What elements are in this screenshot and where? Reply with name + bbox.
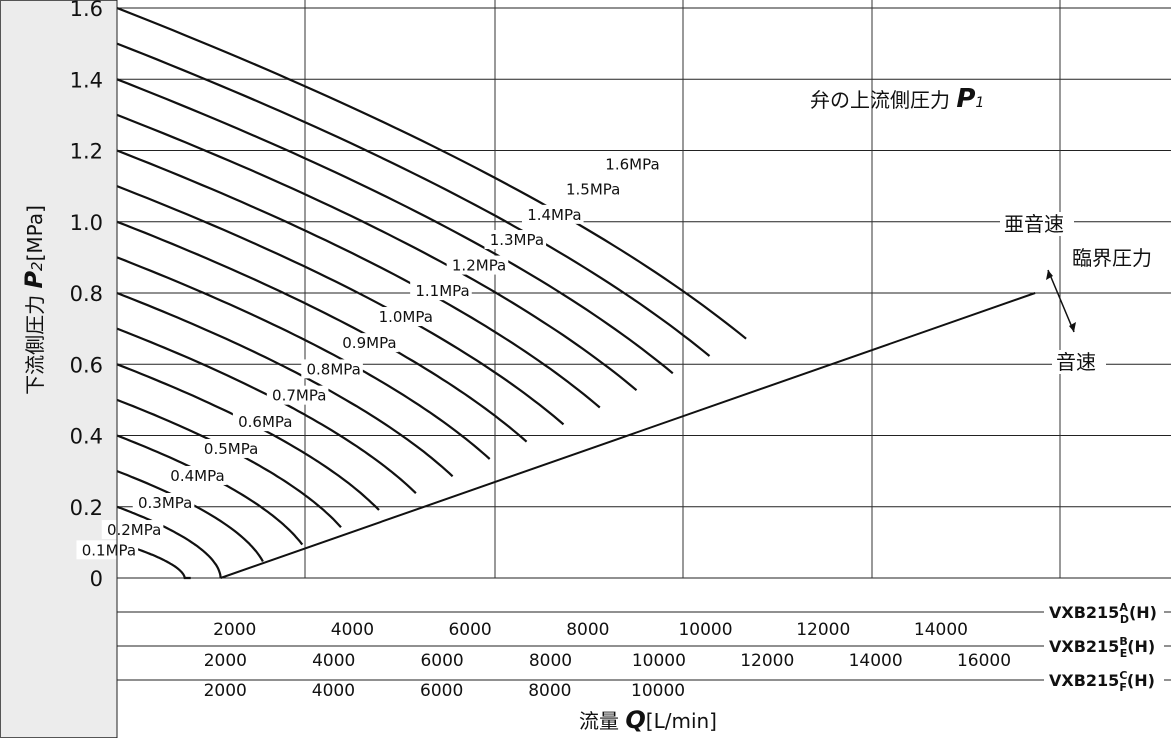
pressure-curve xyxy=(116,42,711,357)
x-tick-label: 4000 xyxy=(312,681,355,701)
region-label-critical: 臨界圧力 xyxy=(1072,246,1152,270)
pressure-curve xyxy=(116,398,342,529)
x-tick-label: 14000 xyxy=(914,620,968,640)
x-tick-label: 8000 xyxy=(528,681,571,701)
x-axis-model-label: VXB215C F(H) xyxy=(1049,669,1155,694)
region-arrow xyxy=(1047,269,1075,333)
pressure-curve xyxy=(116,363,380,511)
series-label-bg xyxy=(446,255,509,275)
y-tick-label: 0 xyxy=(90,567,103,591)
x-axis-title: 流量 Q[L/min] xyxy=(579,706,717,734)
series-label-bg xyxy=(560,179,623,199)
series-label: 0.3MPa xyxy=(138,494,192,512)
x-tick-label: 12000 xyxy=(740,651,794,671)
series-label: 1.0MPa xyxy=(379,308,433,326)
pressure-curve xyxy=(116,291,454,478)
x-tick-label: 2000 xyxy=(213,620,256,640)
y-tick-label: 1.2 xyxy=(70,140,103,164)
y-tick-label: 1.0 xyxy=(70,211,103,235)
region-arrow-head xyxy=(1069,322,1076,332)
legend-title: 弁の上流側圧力 P1 xyxy=(810,84,984,114)
annotations: 0.1MPa 0.2MPa 0.3MPa 0.4MPa 0.5MPa 0.6MPa 0.7M… xyxy=(76,84,1168,560)
pressure-curve xyxy=(116,149,601,409)
x-tick-label: 4000 xyxy=(331,620,374,640)
series-label-bg xyxy=(301,359,363,379)
series-label-bg xyxy=(373,307,435,327)
critical-pressure-line xyxy=(220,292,1036,579)
series-label-bg xyxy=(232,412,295,432)
region-label-bg xyxy=(1068,246,1168,272)
series-label: 0.4MPa xyxy=(170,467,224,485)
x-tick-label: 16000 xyxy=(957,651,1011,671)
series-label: 1.4MPa xyxy=(527,206,581,224)
series-label-bg xyxy=(410,281,472,301)
series-label: 0.1MPa xyxy=(82,541,136,559)
x-tick-label: 4000 xyxy=(312,651,355,671)
region-label-sonic: 音速 xyxy=(1056,350,1096,374)
series-label-bg xyxy=(165,465,227,485)
pressure-curve xyxy=(116,256,491,460)
series-label: 1.6MPa xyxy=(605,156,659,174)
region-label-subsonic: 亜音速 xyxy=(1004,212,1064,236)
pressure-curve xyxy=(116,434,304,546)
series-label: 1.3MPa xyxy=(490,231,544,249)
x-tick-label: 6000 xyxy=(448,620,491,640)
x-tick-label: 8000 xyxy=(566,620,609,640)
series-label: 0.6MPa xyxy=(238,413,292,431)
pressure-curve xyxy=(116,327,417,494)
x-tick-label: 14000 xyxy=(849,651,903,671)
x-tick-label: 12000 xyxy=(796,620,850,640)
y-tick-label: 0.6 xyxy=(70,353,103,377)
series-label: 0.9MPa xyxy=(342,334,396,352)
series-label-bg xyxy=(266,385,329,405)
y-axis-title: 下流側圧力 P2[MPa] xyxy=(20,205,48,395)
series-label: 1.2MPa xyxy=(452,257,506,275)
series-label-bg xyxy=(198,438,261,458)
x-tick-label: 10000 xyxy=(678,620,732,640)
series-label: 0.5MPa xyxy=(204,440,258,458)
pressure-curve xyxy=(116,220,528,443)
x-tick-label: 6000 xyxy=(420,681,463,701)
region-label-bg xyxy=(1052,350,1106,374)
x-axis-model-label: VXB215A D(H) xyxy=(1049,601,1157,626)
axes: 0 0.2 0.4 0.6 0.8 1.0 1.2 1.4 1.6 下流側圧力 P2[MPa] 20… xyxy=(20,0,1171,738)
y-tick-label: 0.2 xyxy=(70,496,103,520)
grid-lines xyxy=(117,0,1171,738)
series-label: 0.8MPa xyxy=(307,360,361,378)
series-label: 1.5MPa xyxy=(566,181,620,199)
pressure-curve xyxy=(116,470,264,563)
y-tick-label: 1.4 xyxy=(70,68,103,92)
series-label-bg xyxy=(600,154,662,174)
x-axis-model-label: VXB215B E(H) xyxy=(1049,635,1155,660)
pressure-curve xyxy=(116,505,222,579)
series-label-bg xyxy=(521,204,584,224)
region-arrow-head xyxy=(1046,270,1053,280)
pressure-curve xyxy=(116,113,638,392)
x-tick-label: 2000 xyxy=(204,651,247,671)
plot-background xyxy=(117,0,1171,738)
pressure-curves xyxy=(116,6,1036,580)
y-tick-label: 1.6 xyxy=(70,0,103,21)
pressure-curve xyxy=(116,6,747,340)
series-label: 1.1MPa xyxy=(415,282,469,300)
x-tick-label: 2000 xyxy=(204,681,247,701)
region-label-bg xyxy=(1000,212,1074,236)
x-tick-label: 6000 xyxy=(420,651,463,671)
pressure-curve xyxy=(116,185,565,426)
x-tick-label: 8000 xyxy=(529,651,572,671)
y-tick-label: 0.4 xyxy=(70,425,103,449)
series-label-bg xyxy=(132,492,195,512)
pressure-curve xyxy=(116,78,674,375)
series-label-bg xyxy=(76,540,139,560)
y-tick-label: 0.8 xyxy=(70,282,103,306)
series-label: 0.7MPa xyxy=(272,387,326,405)
series-label-bg xyxy=(337,333,399,353)
x-tick-label: 10000 xyxy=(631,681,685,701)
series-label: 0.2MPa xyxy=(107,521,161,539)
series-label-bg xyxy=(484,230,547,250)
x-tick-label: 10000 xyxy=(632,651,686,671)
